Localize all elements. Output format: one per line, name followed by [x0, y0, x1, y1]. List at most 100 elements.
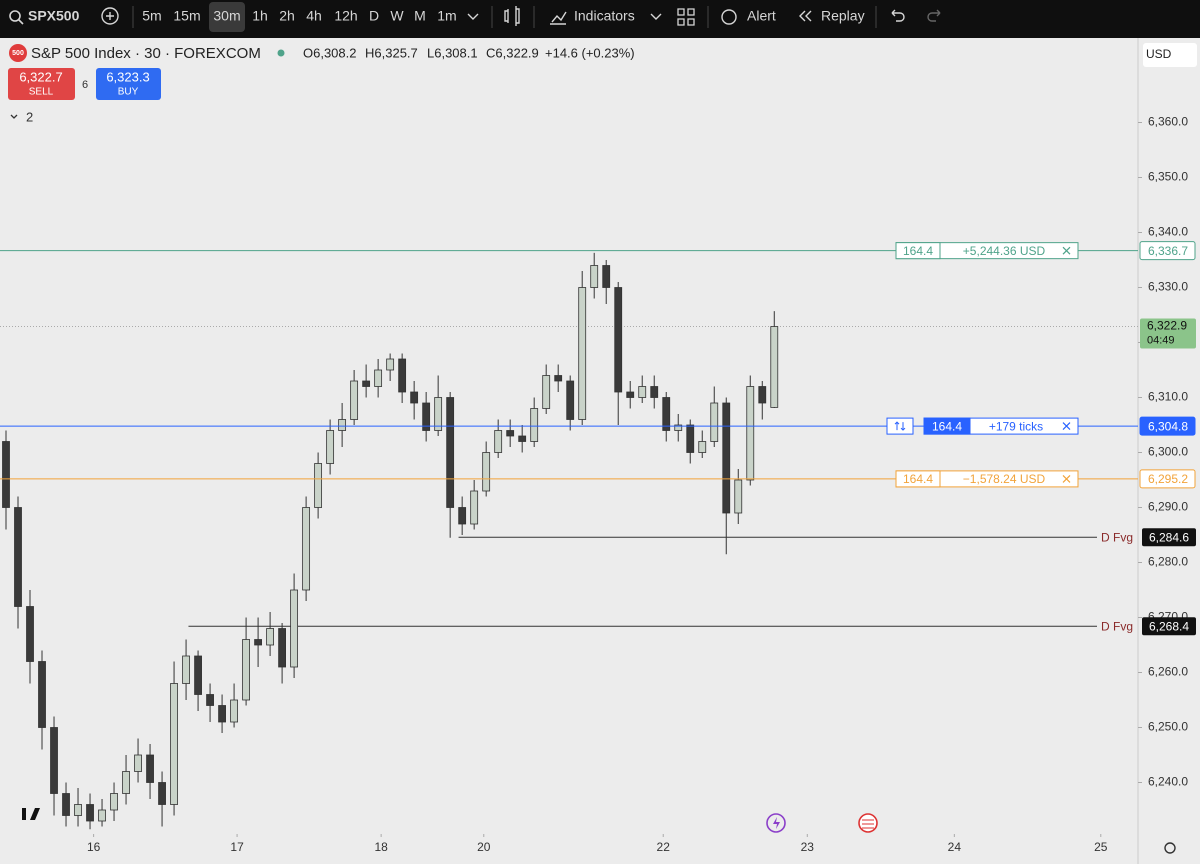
search-icon-handle: [18, 19, 24, 25]
buy-button[interactable]: [96, 68, 161, 100]
event-icon[interactable]: [766, 813, 786, 833]
interval-button[interactable]: 2h: [279, 8, 295, 24]
chart-area: [0, 38, 1200, 864]
tv-logo: [12, 808, 40, 820]
candle-body: [98, 809, 106, 822]
settings-icon[interactable]: [1164, 842, 1176, 854]
candle-body: [182, 655, 190, 684]
candle-body: [50, 727, 58, 794]
badge-text: 500: [12, 50, 24, 57]
legend-title: S&P 500 Index · 30 · FOREXCOM: [31, 45, 261, 62]
undo[interactable]: [891, 9, 905, 22]
interval-button[interactable]: 15m: [173, 8, 200, 24]
candle-body: [14, 507, 22, 607]
current-price-box: [1140, 318, 1196, 349]
candle-body: [302, 507, 311, 591]
y-tick-label: 6,350.0: [1148, 170, 1188, 184]
toolbar-separators: [132, 6, 877, 28]
countdown: 04:49: [1147, 334, 1175, 346]
symbol[interactable]: SPX500: [28, 8, 80, 24]
qty-box: [923, 417, 971, 435]
interval-button[interactable]: 1h: [252, 8, 268, 24]
close-position[interactable]: [1062, 422, 1071, 431]
indicators-button[interactable]: Indicators: [574, 8, 635, 24]
news-flag[interactable]: [858, 813, 878, 833]
candle-body: [590, 265, 599, 288]
interval-button[interactable]: D: [369, 8, 379, 24]
position-price-box: [1139, 416, 1196, 436]
chart-type-icon[interactable]: [504, 6, 520, 26]
position-price-box: [1139, 241, 1196, 261]
collapse-icon[interactable]: [10, 114, 18, 119]
y-tick-label: 6,310.0: [1148, 390, 1188, 404]
position-qty: 164.4: [903, 472, 933, 486]
sell-price: 6,322.7: [19, 69, 62, 84]
ohlc-value: L6,308.1: [427, 45, 478, 60]
candle-body: [146, 754, 154, 783]
candle-body: [614, 287, 623, 393]
replay-button[interactable]: Replay: [821, 8, 865, 24]
currency-box[interactable]: [1143, 43, 1197, 67]
interval-button[interactable]: M: [414, 8, 426, 24]
candle-body: [770, 326, 779, 408]
add-symbol[interactable]: [101, 7, 119, 25]
add-symbol-plus: [106, 12, 114, 20]
candle-body: [386, 358, 395, 371]
candle-body: [434, 397, 443, 431]
position-pnl: +179 ticks: [989, 419, 1043, 433]
indicators-icon: [550, 11, 567, 25]
candle-body: [626, 391, 635, 398]
candle-body: [410, 391, 419, 404]
fvg-price: 6,284.6: [1149, 530, 1189, 544]
y-tick-label: 6,240.0: [1148, 775, 1188, 789]
candle-body: [218, 705, 226, 723]
candle-body: [506, 430, 515, 437]
fvg-price: 6,268.4: [1149, 619, 1189, 633]
interval-menu[interactable]: [467, 13, 479, 20]
candle-body: [734, 479, 743, 514]
candle-body: [194, 655, 202, 695]
candle-body: [254, 639, 262, 646]
interval-button[interactable]: 4h: [306, 8, 322, 24]
symbol-badge: [9, 44, 27, 62]
interval-button[interactable]: 12h: [334, 8, 357, 24]
interval-button[interactable]: 5m: [142, 8, 161, 24]
fvg-tag: D Fvg: [1101, 619, 1133, 633]
candle-body: [458, 507, 467, 525]
candle-body: [110, 793, 118, 811]
candle-body: [746, 386, 755, 481]
indicators-menu[interactable]: [650, 13, 662, 20]
candle-body: [62, 793, 70, 816]
interval-button[interactable]: 30m: [213, 8, 240, 24]
candle-body: [362, 380, 371, 387]
interval-button[interactable]: W: [390, 8, 404, 24]
active-interval: [209, 2, 245, 32]
candle-body: [542, 375, 551, 409]
candle-body: [350, 380, 359, 420]
candle-body: [158, 782, 166, 805]
position-price: 6,295.2: [1148, 472, 1188, 486]
candle-body: [578, 287, 587, 420]
position-qty: 164.4: [903, 244, 933, 258]
candle-body: [518, 435, 527, 442]
candle-body: [722, 402, 731, 514]
candle-body: [602, 265, 611, 288]
x-tick-label: 24: [948, 840, 962, 854]
alert-button[interactable]: Alert: [747, 8, 776, 24]
layout-icon[interactable]: [677, 8, 695, 26]
redo[interactable]: [927, 9, 941, 22]
sell-button[interactable]: [8, 68, 75, 100]
search-icon[interactable]: [9, 10, 21, 22]
candle-body: [26, 606, 34, 662]
event-icon-bolt: [773, 817, 780, 829]
reverse-button[interactable]: [886, 417, 914, 435]
candle-body: [74, 804, 82, 816]
candle-body: [482, 452, 491, 492]
interval-button[interactable]: 1m: [437, 8, 456, 24]
close-position[interactable]: [1062, 474, 1071, 483]
close-position[interactable]: [1062, 246, 1071, 255]
x-tick-label: 22: [657, 840, 671, 854]
candle-body: [206, 694, 214, 706]
position-qty: 164.4: [932, 419, 962, 433]
